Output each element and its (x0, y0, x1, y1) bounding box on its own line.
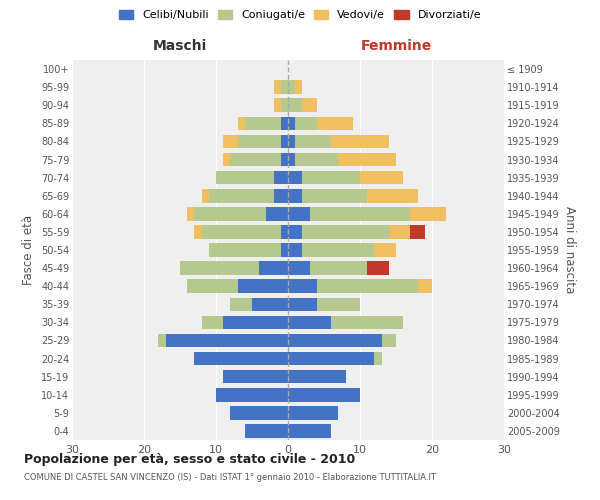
Bar (317, 116, 353, 130)
Bar (410, 207, 446, 220)
Bar (238, 280, 288, 293)
Bar (288, 316, 331, 329)
Bar (288, 171, 302, 184)
Y-axis label: Fasce di età: Fasce di età (22, 215, 35, 285)
Text: Popolazione per età, sesso e stato civile - 2010: Popolazione per età, sesso e stato civil… (24, 452, 355, 466)
Bar (302, 243, 374, 257)
Bar (180, 262, 259, 275)
Bar (374, 352, 382, 366)
Bar (187, 280, 238, 293)
Bar (288, 80, 295, 94)
Bar (223, 370, 288, 384)
Bar (288, 370, 346, 384)
Text: COMUNE DI CASTEL SAN VINCENZO (IS) - Dati ISTAT 1° gennaio 2010 - Elaborazione T: COMUNE DI CASTEL SAN VINCENZO (IS) - Dat… (24, 472, 436, 482)
Bar (216, 171, 274, 184)
Bar (158, 334, 166, 347)
Bar (288, 334, 382, 347)
Bar (288, 298, 317, 311)
Bar (367, 262, 389, 275)
Bar (367, 189, 418, 202)
Bar (274, 189, 288, 202)
Bar (209, 243, 281, 257)
Bar (317, 298, 360, 311)
Bar (360, 171, 403, 184)
Bar (288, 280, 317, 293)
Text: Maschi: Maschi (153, 39, 207, 53)
Bar (310, 207, 410, 220)
Bar (374, 243, 396, 257)
Bar (288, 406, 338, 419)
Bar (302, 98, 317, 112)
Bar (238, 116, 245, 130)
Bar (166, 334, 288, 347)
Bar (288, 388, 360, 402)
Bar (288, 134, 295, 148)
Bar (187, 207, 194, 220)
Bar (382, 334, 396, 347)
Bar (202, 225, 281, 238)
Bar (230, 152, 281, 166)
Bar (288, 207, 310, 220)
Bar (302, 225, 389, 238)
Legend: Celibi/Nubili, Coniugati/e, Vedovi/e, Divorziati/e: Celibi/Nubili, Coniugati/e, Vedovi/e, Di… (115, 6, 485, 25)
Bar (288, 352, 374, 366)
Bar (245, 424, 288, 438)
Bar (317, 280, 418, 293)
Bar (194, 207, 266, 220)
Bar (230, 406, 288, 419)
Bar (389, 225, 410, 238)
Bar (223, 316, 288, 329)
Bar (281, 134, 288, 148)
Bar (288, 152, 295, 166)
Bar (245, 116, 281, 130)
Bar (302, 189, 367, 202)
Bar (331, 134, 389, 148)
Text: Femmine: Femmine (361, 39, 431, 53)
Bar (274, 98, 281, 112)
Bar (259, 262, 288, 275)
Bar (288, 243, 302, 257)
Bar (274, 171, 288, 184)
Bar (310, 262, 367, 275)
Bar (238, 134, 281, 148)
Bar (230, 298, 252, 311)
Bar (295, 80, 302, 94)
Bar (281, 225, 288, 238)
Bar (295, 152, 338, 166)
Bar (281, 98, 288, 112)
Bar (281, 243, 288, 257)
Bar (288, 98, 302, 112)
Bar (331, 316, 403, 329)
Bar (288, 189, 302, 202)
Bar (281, 152, 288, 166)
Bar (209, 189, 274, 202)
Bar (266, 207, 288, 220)
Bar (223, 134, 238, 148)
Bar (295, 116, 317, 130)
Bar (410, 225, 425, 238)
Bar (338, 152, 396, 166)
Bar (274, 80, 281, 94)
Bar (202, 189, 209, 202)
Bar (295, 134, 331, 148)
Bar (194, 352, 288, 366)
Y-axis label: Anni di nascita: Anni di nascita (563, 206, 577, 294)
Bar (281, 116, 288, 130)
Bar (418, 280, 432, 293)
Bar (288, 116, 295, 130)
Bar (216, 388, 288, 402)
Bar (194, 225, 202, 238)
Bar (252, 298, 288, 311)
Bar (223, 152, 230, 166)
Bar (288, 424, 331, 438)
Bar (288, 262, 310, 275)
Bar (302, 171, 360, 184)
Bar (288, 225, 302, 238)
Bar (281, 80, 288, 94)
Bar (202, 316, 223, 329)
